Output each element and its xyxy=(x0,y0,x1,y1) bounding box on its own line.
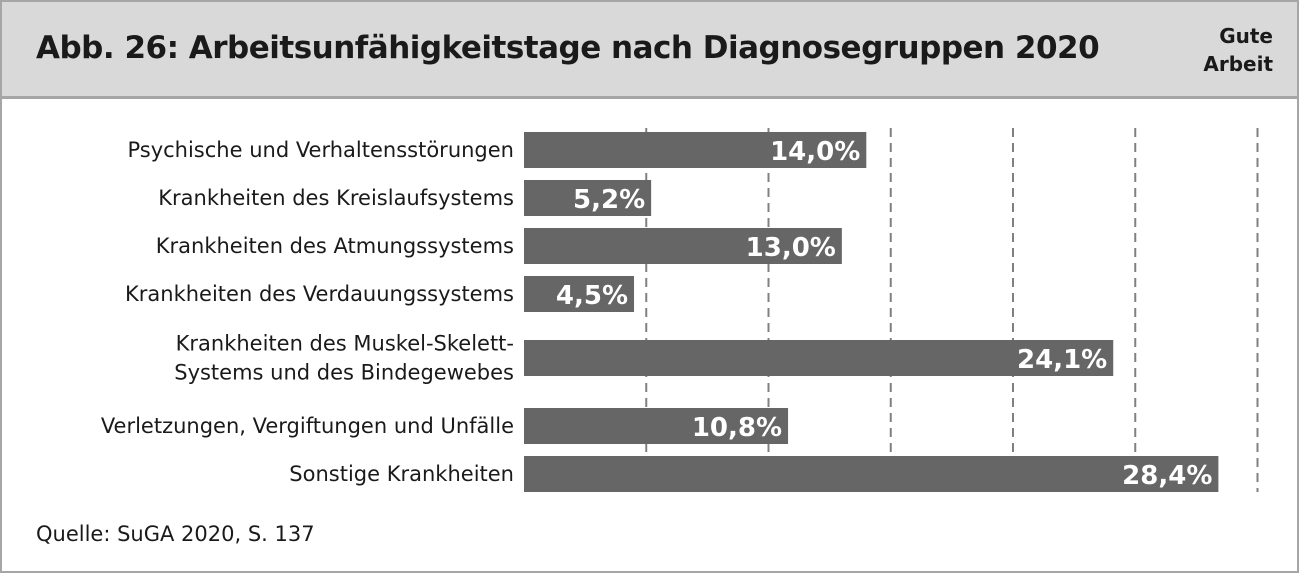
bar-group: 10,8% Verletzungen, Vergiftungen und Unfä… xyxy=(101,408,789,444)
bar-group: 13,0% Krankheiten des Atmungssystems xyxy=(156,228,842,264)
bar-group: 4,5% Krankheiten des Verdauungssystems xyxy=(125,276,635,312)
bar xyxy=(524,180,652,216)
category-label: Psychische und Verhaltensstörungen xyxy=(127,138,514,162)
chart-title: Abb. 26: Arbeitsunfähigkeitstage nach Di… xyxy=(36,30,1100,66)
brand-logo-text: Gute Arbeit xyxy=(1203,22,1273,78)
source-note: Quelle: SuGA 2020, S. 137 xyxy=(36,522,315,546)
bar xyxy=(524,340,1114,376)
bar xyxy=(524,228,842,264)
value-label: 4,5% xyxy=(556,281,628,311)
bar-group: 28,4% Sonstige Krankheiten xyxy=(289,456,1219,492)
value-label: 14,0% xyxy=(770,137,860,167)
category-label: Krankheiten des Kreislaufsystems xyxy=(158,186,514,210)
brand-line-1: Gute xyxy=(1219,24,1273,48)
bar xyxy=(524,276,635,312)
value-label: 28,4% xyxy=(1122,461,1212,491)
bar xyxy=(524,456,1219,492)
category-label: Krankheiten des Verdauungssystems xyxy=(125,282,514,306)
brand-line-2: Arbeit xyxy=(1203,52,1273,76)
value-label: 24,1% xyxy=(1017,345,1107,375)
value-label: 10,8% xyxy=(692,413,782,443)
category-label: Krankheiten des Atmungssystems xyxy=(156,234,514,258)
category-label: Sonstige Krankheiten xyxy=(289,462,514,486)
bar-group: 5,2% Krankheiten des Kreislaufsystems xyxy=(158,180,652,216)
chart-header: Abb. 26: Arbeitsunfähigkeitstage nach Di… xyxy=(2,2,1297,99)
category-label: Verletzungen, Vergiftungen und Unfälle xyxy=(101,414,514,438)
bar xyxy=(524,132,867,168)
bar-group: 24,1% Krankheiten des Muskel-Skelett-Syst… xyxy=(174,332,1114,385)
value-label: 5,2% xyxy=(573,185,645,215)
bar xyxy=(524,408,789,444)
value-label: 13,0% xyxy=(746,233,836,263)
category-label: Krankheiten des Muskel-Skelett-Systems u… xyxy=(174,332,514,385)
bar-group: 14,0% Psychische und Verhaltensstörungen xyxy=(127,132,867,168)
